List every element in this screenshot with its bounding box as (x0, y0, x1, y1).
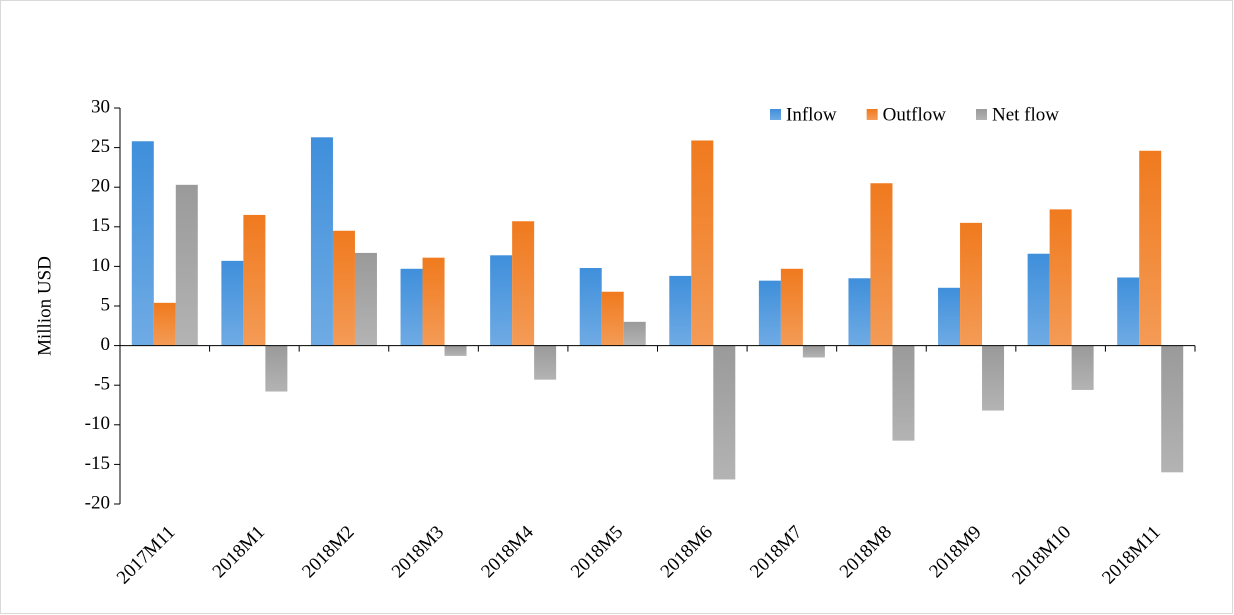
y-axis-label: Million USD (34, 256, 55, 356)
bar (623, 321, 646, 346)
bar (982, 345, 1005, 411)
bar (332, 230, 355, 346)
legend-swatch (975, 109, 987, 120)
bar (601, 291, 624, 346)
bar (691, 140, 714, 346)
y-tick-label: 30 (91, 96, 110, 117)
bar (534, 345, 557, 380)
bar (175, 184, 198, 346)
bar (713, 345, 736, 480)
bar (870, 183, 893, 346)
bar (960, 222, 983, 346)
y-tick-label: 20 (91, 176, 110, 197)
legend-label: Inflow (786, 104, 837, 125)
bar (153, 302, 176, 346)
bar (400, 268, 423, 346)
bar (354, 252, 377, 346)
bar (1139, 150, 1162, 346)
legend-swatch (770, 109, 781, 120)
y-tick-label: 10 (91, 255, 110, 276)
bar (892, 345, 915, 441)
y-tick-label: -10 (85, 413, 110, 434)
bar (669, 275, 692, 346)
bar (422, 257, 445, 346)
y-tick-label: 0 (101, 334, 111, 355)
bar (131, 141, 154, 346)
bar (938, 287, 961, 346)
y-tick-label: -15 (85, 453, 110, 474)
y-tick-label: -20 (85, 492, 110, 513)
bar (780, 268, 803, 346)
bar (758, 280, 781, 346)
bar (490, 255, 513, 346)
bar (310, 137, 333, 346)
bar (1027, 253, 1050, 346)
bar (802, 345, 825, 358)
y-tick-label: -5 (94, 374, 110, 395)
bar (265, 345, 288, 392)
bar (1071, 345, 1094, 390)
bar (243, 214, 266, 346)
bar (848, 278, 871, 346)
legend-swatch (866, 109, 878, 120)
legend-label: Net flow (992, 104, 1059, 125)
bar (1161, 345, 1184, 473)
bar (512, 221, 535, 346)
y-tick-label: 15 (91, 215, 110, 236)
bar (579, 267, 602, 346)
bar (444, 345, 467, 356)
bar (1117, 277, 1140, 346)
bar (221, 260, 244, 346)
bar (1049, 209, 1072, 346)
y-tick-label: 5 (101, 294, 111, 315)
legend-label: Outflow (883, 104, 947, 125)
y-tick-label: 25 (91, 136, 110, 157)
